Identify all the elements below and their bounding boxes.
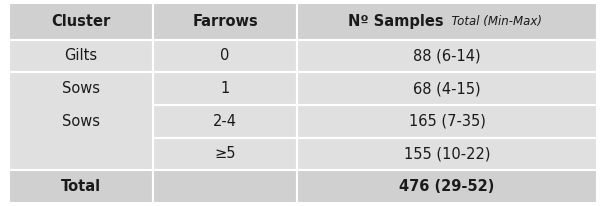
Text: 88 (6-14): 88 (6-14) — [413, 48, 481, 63]
Text: Gilts: Gilts — [64, 48, 98, 63]
Bar — [153, 72, 297, 105]
Bar — [297, 105, 597, 138]
Text: 1: 1 — [221, 81, 230, 96]
Bar — [297, 72, 597, 105]
Bar — [297, 138, 597, 170]
Bar — [9, 105, 153, 138]
Bar — [9, 40, 153, 72]
Bar — [9, 170, 153, 203]
Bar — [153, 3, 297, 40]
Text: Total (Min-Max): Total (Min-Max) — [444, 15, 542, 28]
Bar — [9, 72, 153, 105]
Bar — [297, 40, 597, 72]
Bar — [9, 138, 153, 170]
Text: 165 (7-35): 165 (7-35) — [408, 114, 485, 129]
Text: Sows: Sows — [62, 114, 100, 129]
Text: 476 (29-52): 476 (29-52) — [399, 179, 494, 194]
Text: 68 (4-15): 68 (4-15) — [413, 81, 481, 96]
Text: Sows: Sows — [62, 81, 100, 96]
Text: Nº Samples: Nº Samples — [348, 14, 444, 29]
Bar — [9, 72, 153, 170]
Bar — [153, 105, 297, 138]
Text: 155 (10-22): 155 (10-22) — [404, 146, 490, 161]
Text: Total: Total — [61, 179, 101, 194]
Bar — [297, 3, 597, 40]
Text: Cluster: Cluster — [52, 14, 111, 29]
Bar — [297, 170, 597, 203]
Bar — [9, 3, 153, 40]
Text: ≥5: ≥5 — [215, 146, 236, 161]
Bar — [153, 138, 297, 170]
Bar — [153, 40, 297, 72]
Text: Farrows: Farrows — [192, 14, 258, 29]
Text: 2-4: 2-4 — [213, 114, 237, 129]
Bar — [153, 170, 297, 203]
Text: 0: 0 — [221, 48, 230, 63]
